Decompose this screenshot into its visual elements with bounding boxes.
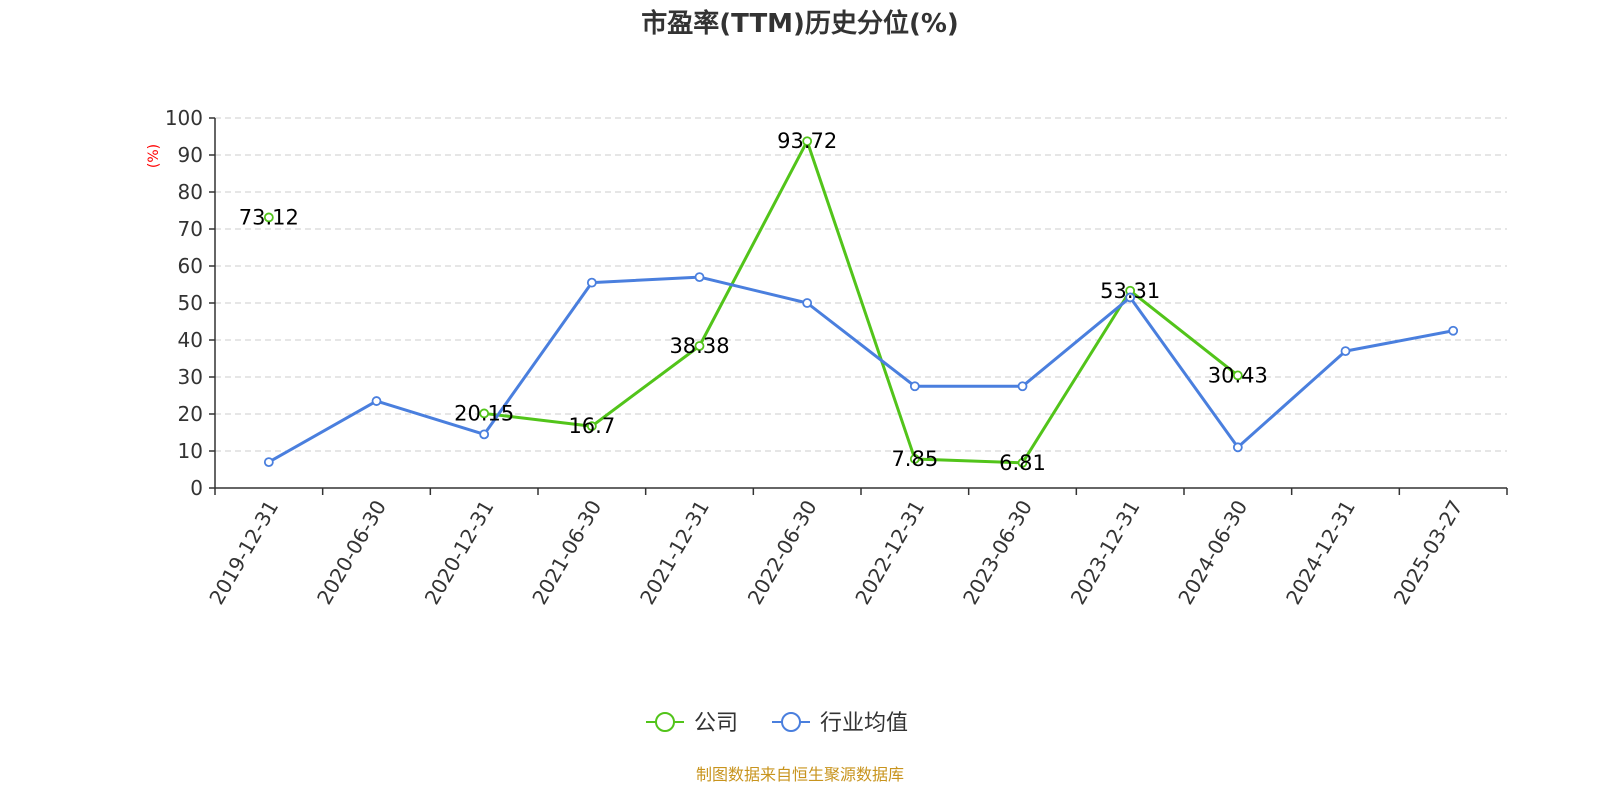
y-tick-label: 50 [178,291,203,315]
x-tick-label: 2023-06-30 [958,496,1037,609]
x-tick-label: 2023-12-31 [1066,496,1145,609]
y-tick-label: 60 [178,254,203,278]
x-tick-label: 2020-12-31 [420,496,499,609]
data-label: 16.7 [568,414,615,438]
data-label: 73.12 [239,205,299,229]
x-tick-label: 2024-06-30 [1173,496,1252,609]
y-tick-label: 90 [178,143,203,167]
legend-marker [655,712,675,732]
y-tick-label: 80 [178,180,203,204]
data-point [694,272,705,283]
x-tick-label: 2021-12-31 [635,496,714,609]
y-axis-label: (%) [146,144,162,168]
x-tick-label: 2024-12-31 [1281,496,1360,609]
y-tick-label: 70 [178,217,203,241]
data-point [1448,325,1459,336]
legend-label: 行业均值 [820,711,908,736]
data-point [1232,370,1243,381]
data-point [479,408,490,419]
y-tick-label: 20 [178,402,203,426]
y-tick-label: 100 [165,106,203,130]
y-tick-label: 30 [178,365,203,389]
axes [209,117,1508,495]
data-label: 53.31 [1100,279,1160,303]
data-point [909,381,920,392]
data-point [263,457,274,468]
data-point [802,136,813,147]
x-tick-label: 2022-12-31 [850,496,929,609]
x-tick-label: 2021-06-30 [527,496,606,609]
x-tick-labels: 2019-12-31 2020-06-30 2020-12-31 2021-06-30… [204,496,1467,609]
data-point [1125,292,1136,303]
data-point [802,298,813,308]
data-label: 30.43 [1208,363,1268,387]
y-tick-label: 40 [178,328,203,352]
y-tick-label: 10 [178,439,203,463]
x-tick-label: 2020-06-30 [312,496,391,609]
data-point [909,454,920,464]
legend-item-company[interactable]: 公司 [646,711,738,736]
series-line [268,275,1454,464]
series-company [263,136,1243,468]
data-point [1017,457,1028,468]
data-point [371,396,382,406]
data-label: 20.15 [454,401,514,425]
y-tick-labels: 0 10 20 30 40 50 60 70 80 90 100 [165,106,203,500]
series-industry-average [263,272,1459,468]
y-tick-label: 0 [190,476,203,500]
legend-label: 公司 [694,711,738,736]
data-point [586,421,597,432]
x-tick-label: 2022-06-30 [743,496,822,609]
data-point [1232,442,1243,453]
series-layer [263,136,1459,468]
grid-lines [215,117,1507,452]
chart-title: 市盈率(TTM)历史分位(%) [641,8,959,39]
data-label: 38.38 [669,334,729,358]
data-labels: 73.12 20.15 16.7 38.38 93.72 7.85 6.81 53.31 30.… [239,129,1268,475]
data-point [1340,346,1351,357]
legend-marker [781,712,801,732]
data-point [1017,381,1028,392]
data-point [263,212,274,223]
data-label: 6.81 [999,451,1046,475]
legend-item-industry-average[interactable]: 行业均值 [772,711,908,736]
data-label: 7.85 [891,447,938,471]
source-note: 制图数据来自恒生聚源数据库 [696,765,904,784]
series-line [483,139,1239,465]
legend[interactable]: 公司 行业均值 [646,711,908,736]
data-label: 93.72 [777,129,837,153]
x-tick-label: 2025-03-27 [1389,496,1468,609]
data-point [479,429,490,440]
data-point [694,341,705,351]
data-point [586,277,597,288]
x-tick-label: 2019-12-31 [204,496,283,609]
